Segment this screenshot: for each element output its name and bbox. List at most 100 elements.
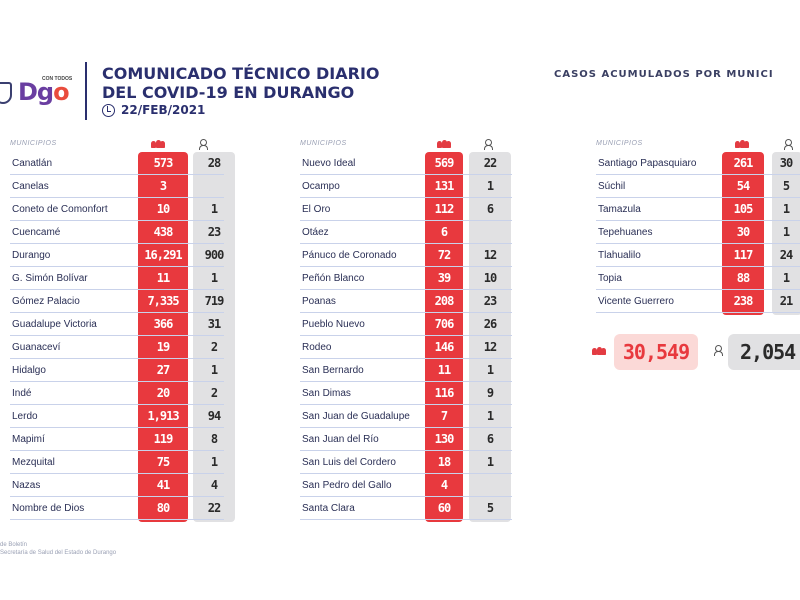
table-row: Cuencamé 438 23 (10, 221, 224, 244)
deaths-column-bg (772, 152, 800, 315)
municipality-name: Nazas (12, 480, 41, 491)
table-rows: Canatlán 573 28 Canelas 3 Coneto de Comonfort… (10, 152, 235, 522)
death-count: 23 (483, 294, 497, 308)
municipality-name: Tamazula (598, 204, 641, 215)
table-row: G. Simón Bolívar 11 1 (10, 267, 224, 290)
case-count: 72 (437, 248, 451, 262)
death-count: 1 (782, 271, 790, 285)
table-row: Nazas 41 4 (10, 474, 224, 497)
municipality-name: Canelas (12, 181, 49, 192)
source-note: de Boletín Secretaría de Salud del Estad… (0, 541, 116, 557)
table-row: Indé 20 2 (10, 382, 224, 405)
municipality-name: Nombre de Dios (12, 503, 85, 514)
municipality-name: Cuencamé (12, 227, 61, 238)
case-count: 112 (434, 202, 455, 216)
case-count: 706 (434, 317, 455, 331)
municipality-name: Vicente Guerrero (598, 296, 674, 307)
case-count: 54 (736, 179, 750, 193)
death-count: 12 (483, 248, 497, 262)
case-count: 4 (440, 478, 448, 492)
title-line-1: COMUNICADO TÉCNICO DIARIO (102, 64, 380, 83)
case-count: 569 (434, 156, 455, 170)
municipality-table-2: MUNICIPIOS Nuevo Ideal 569 22 Ocampo 131 1 El … (300, 138, 512, 522)
case-count: 16,291 (144, 248, 182, 262)
death-count: 1 (210, 202, 218, 216)
death-count: 10 (483, 271, 497, 285)
page-title: COMUNICADO TÉCNICO DIARIO DEL COVID-19 E… (102, 64, 380, 102)
municipality-name: San Bernardo (302, 365, 364, 376)
municipality-table-3: MUNICIPIOS Santiago Papasquiaro 261 30 Súch… (596, 138, 800, 315)
death-count: 1 (486, 179, 494, 193)
death-count: 1 (486, 409, 494, 423)
municipality-name: San Pedro del Gallo (302, 480, 392, 491)
municipality-name: Canatlán (12, 158, 53, 169)
case-count: 60 (437, 501, 451, 515)
municipality-name: Mezquital (12, 457, 55, 468)
table-row: Pueblo Nuevo 706 26 (300, 313, 512, 336)
table-row: Mapimí 119 8 (10, 428, 224, 451)
death-count: 1 (210, 271, 218, 285)
deaths-column-bg (193, 152, 235, 522)
table-row: Guadalupe Victoria 366 31 (10, 313, 224, 336)
cases-column-bg (722, 152, 764, 315)
municipality-name: Topia (598, 273, 622, 284)
death-count: 28 (207, 156, 221, 170)
municipality-name: Coneto de Comonfort (12, 204, 108, 215)
table-row: Nombre de Dios 80 22 (10, 497, 224, 520)
table-header: MUNICIPIOS (596, 138, 800, 152)
case-count: 130 (434, 432, 455, 446)
case-count: 20 (156, 386, 170, 400)
table-row: Lerdo 1,913 94 (10, 405, 224, 428)
municipality-name: San Dimas (302, 388, 351, 399)
table-row: El Oro 112 6 (300, 198, 512, 221)
death-count: 1 (782, 202, 790, 216)
table-rows: Santiago Papasquiaro 261 30 Súchil 54 5 Tamazu… (596, 152, 800, 315)
municipality-name: San Juan de Guadalupe (302, 411, 410, 422)
table-header: MUNICIPIOS (10, 138, 224, 152)
municipality-name: Ocampo (302, 181, 340, 192)
case-count: 19 (156, 340, 170, 354)
table-row: Tepehuanes 30 1 (596, 221, 800, 244)
death-count: 12 (483, 340, 497, 354)
municipality-name: Indé (12, 388, 32, 399)
table-row: Durango 16,291 900 (10, 244, 224, 267)
table-row: Ocampo 131 1 (300, 175, 512, 198)
case-count: 75 (156, 455, 170, 469)
state-seal-icon (0, 82, 12, 104)
municipality-name: Santa Clara (302, 503, 355, 514)
column-label-municipios: MUNICIPIOS (10, 140, 57, 147)
municipality-name: Guadalupe Victoria (12, 319, 97, 330)
municipality-name: Santiago Papasquiaro (598, 158, 697, 169)
logo-tagline: CON TODOS (42, 76, 73, 82)
municipality-table-1: MUNICIPIOS Canatlán 573 28 Canelas 3 Coneto d… (10, 138, 235, 522)
column-label-municipios: MUNICIPIOS (596, 140, 643, 147)
table-row: San Bernardo 11 1 (300, 359, 512, 382)
case-count: 1,913 (147, 409, 179, 423)
table-row: Pánuco de Coronado 72 12 (300, 244, 512, 267)
person-icon (199, 139, 208, 150)
municipality-name: Guanaceví (12, 342, 61, 353)
death-count: 94 (207, 409, 221, 423)
report-date: 22/FEB/2021 (102, 103, 205, 117)
case-count: 18 (437, 455, 451, 469)
death-count: 1 (486, 363, 494, 377)
case-count: 146 (434, 340, 455, 354)
municipality-name: Mapimí (12, 434, 45, 445)
table-row: Súchil 54 5 (596, 175, 800, 198)
death-count: 719 (204, 294, 225, 308)
table-rows: Nuevo Ideal 569 22 Ocampo 131 1 El Oro 112 6 Otáe… (300, 152, 512, 522)
municipality-name: Gómez Palacio (12, 296, 80, 307)
municipality-name: San Juan del Río (302, 434, 379, 445)
municipality-name: Hidalgo (12, 365, 46, 376)
death-count: 2 (210, 340, 218, 354)
table-row: Canatlán 573 28 (10, 152, 224, 175)
table-row: Coneto de Comonfort 10 1 (10, 198, 224, 221)
person-icon (784, 139, 793, 150)
death-count: 6 (486, 432, 494, 446)
table-header: MUNICIPIOS (300, 138, 512, 152)
death-count: 6 (486, 202, 494, 216)
case-count: 39 (437, 271, 451, 285)
table-row: Tamazula 105 1 (596, 198, 800, 221)
table-row: Hidalgo 27 1 (10, 359, 224, 382)
column-label-municipios: MUNICIPIOS (300, 140, 347, 147)
